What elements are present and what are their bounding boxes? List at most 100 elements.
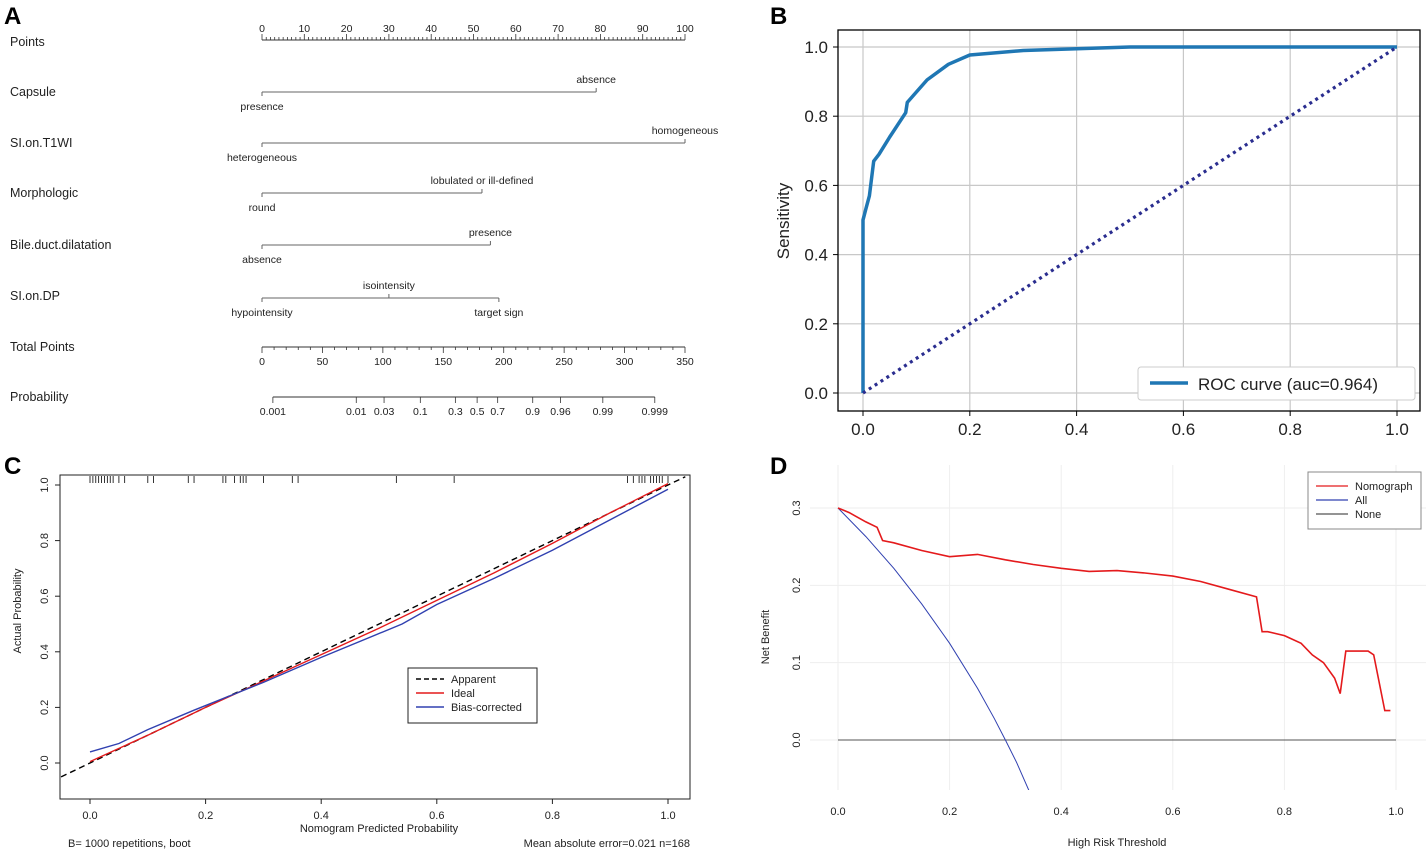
calibration-curve-panel: 0.0 0.2 0.4 0.6 0.8 1.0 0.0 0.2 0.4 0.6 0.8 1.0 Nomo…: [12, 474, 691, 849]
x-tick-label: 0.4: [314, 810, 329, 822]
x-tick-label: 0.2: [958, 420, 982, 439]
probability-tick-label: 0.1: [413, 406, 428, 418]
total-points-tick-label: 300: [616, 356, 634, 368]
y-tick-label: 0.2: [39, 700, 51, 715]
x-tick-label: 0.6: [1172, 420, 1196, 439]
x-tick-label: 0.2: [942, 806, 957, 818]
x-axis-label: High Risk Threshold: [1068, 837, 1167, 849]
legend-label-ideal: Ideal: [451, 688, 475, 700]
x-tick-label: 0.2: [198, 810, 213, 822]
points-tick-label: 80: [595, 23, 607, 35]
total-points-tick-label: 0: [259, 356, 265, 368]
row-label-si-on-dp: SI.on.DP: [10, 289, 60, 303]
y-tick-label: 0.2: [804, 315, 828, 334]
probability-tick-label: 0.9: [525, 406, 540, 418]
x-tick-label: 1.0: [660, 810, 675, 822]
x-tick-label: 0.8: [1278, 420, 1302, 439]
points-tick-label: 100: [676, 23, 694, 35]
nomogram-panel: Points Capsule SI.on.T1WI Morphologic Bile.d…: [10, 23, 718, 418]
probability-tick-label: 0.999: [642, 406, 668, 418]
y-tick-label: 0.4: [39, 644, 51, 659]
level-label-round: round: [249, 202, 276, 214]
y-tick-label: 0.0: [39, 755, 51, 770]
probability-tick-label: 0.96: [550, 406, 571, 418]
level-label-absence: absence: [242, 254, 282, 266]
plot-frame: [837, 29, 1421, 412]
points-tick-label: 10: [298, 23, 310, 35]
points-tick-label: 70: [552, 23, 564, 35]
row-label-capsule: Capsule: [10, 85, 56, 99]
probability-tick-label: 0.99: [593, 406, 614, 418]
series-line-roc-curve-auc-0-964: [861, 45, 1397, 393]
decision-curve-panel: 0.0 0.2 0.4 0.6 0.8 1.0 0.0 0.1 0.2 0.3 High Risk …: [760, 465, 1426, 849]
legend-label-all: All: [1355, 495, 1367, 507]
row-label-total-points: Total Points: [10, 340, 75, 354]
probability-tick-label: 0.01: [346, 406, 367, 418]
legend-label-nomograph: Nomograph: [1355, 481, 1412, 493]
row-label-bile-duct-dilatation: Bile.duct.dilatation: [10, 238, 112, 252]
row-label-points: Points: [10, 35, 45, 49]
y-tick-label: 0.3: [791, 500, 803, 515]
panel-letter-c: C: [4, 453, 21, 480]
plot-frame: [59, 474, 691, 800]
total-points-tick-label: 350: [676, 356, 694, 368]
y-tick-label: 0.0: [804, 384, 828, 403]
x-tick-label: 0.4: [1065, 420, 1089, 439]
x-tick-label: 0.6: [429, 810, 444, 822]
x-tick-label: 0.0: [830, 806, 845, 818]
x-tick-label: 0.4: [1054, 806, 1069, 818]
level-label-target-sign: target sign: [474, 307, 523, 319]
roc-curve-panel: 0.0 0.2 0.4 0.6 0.8 1.0 0.0 0.2 0.4 0.6 0.8 1.0 Sens…: [774, 29, 1421, 439]
total-points-tick-label: 100: [374, 356, 392, 368]
panel-letter-d: D: [770, 453, 787, 480]
y-axis-label: Sensitivity: [774, 182, 793, 259]
level-label-hypointensity: hypointensity: [231, 307, 293, 319]
points-tick-label: 60: [510, 23, 522, 35]
level-label-presence: presence: [469, 227, 512, 239]
x-tick-label: 0.0: [82, 810, 97, 822]
x-tick-label: 0.8: [545, 810, 560, 822]
x-tick-label: 1.0: [1385, 420, 1409, 439]
y-tick-label: 0.6: [39, 589, 51, 604]
points-tick-label: 90: [637, 23, 649, 35]
y-tick-label: 0.8: [804, 107, 828, 126]
probability-tick-label: 0.001: [260, 406, 286, 418]
row-label-si-on-t1wi: SI.on.T1WI: [10, 136, 73, 150]
y-axis-label: Actual Probability: [12, 568, 24, 653]
y-tick-label: 0.8: [39, 533, 51, 548]
x-tick-label: 0.6: [1165, 806, 1180, 818]
points-tick-label: 30: [383, 23, 395, 35]
legend-box: [1137, 366, 1416, 401]
legend-label-none: None: [1355, 509, 1381, 521]
series-line-ideal: [89, 482, 669, 763]
level-label-presence: presence: [240, 101, 283, 113]
y-tick-label: 0.2: [791, 578, 803, 593]
y-tick-label: 0.1: [791, 655, 803, 670]
level-label-heterogeneous: heterogeneous: [227, 152, 297, 164]
probability-tick-label: 0.7: [490, 406, 505, 418]
y-axis-label: Net Benefit: [760, 610, 772, 664]
level-label-lobulated-or-ill-defined: lobulated or ill-defined: [431, 175, 534, 187]
points-tick-label: 20: [341, 23, 353, 35]
legend-box: [407, 667, 538, 724]
y-tick-label: 1.0: [804, 38, 828, 57]
probability-tick-label: 0.5: [470, 406, 485, 418]
points-tick-label: 50: [468, 23, 480, 35]
series-line-all: [837, 507, 1030, 790]
series-line-nomograph: [837, 507, 1391, 712]
footnote-left: B= 1000 repetitions, boot: [68, 838, 191, 849]
x-tick-label: 0.0: [851, 420, 875, 439]
legend-label-roc-curve: ROC curve (auc=0.964): [1198, 375, 1378, 394]
level-label-absence: absence: [576, 74, 616, 86]
total-points-tick-label: 200: [495, 356, 513, 368]
y-tick-label: 1.0: [39, 477, 51, 492]
probability-tick-label: 0.03: [374, 406, 395, 418]
x-axis-label: Nomogram Predicted Probability: [300, 823, 459, 835]
footnote-right: Mean absolute error=0.021 n=168: [524, 838, 690, 849]
points-tick-label: 40: [425, 23, 437, 35]
level-label-homogeneous: homogeneous: [652, 125, 719, 137]
legend-label-bias-corrected: Bias-corrected: [451, 702, 522, 714]
panel-letter-a: A: [4, 3, 21, 30]
y-tick-label: 0.4: [804, 246, 828, 265]
